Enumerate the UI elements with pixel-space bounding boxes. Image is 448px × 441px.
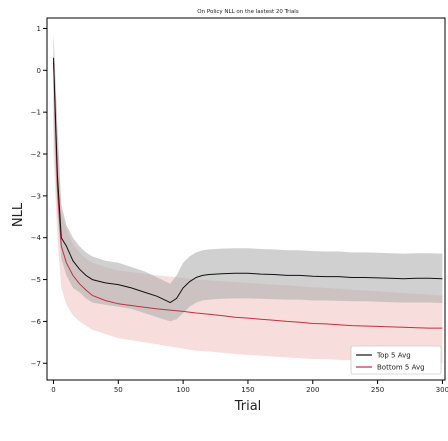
x-tick-label: 50 xyxy=(114,386,123,394)
legend-label-top-5-avg: Top 5 Avg xyxy=(376,352,411,360)
y-tick-label: −4 xyxy=(31,234,42,242)
top-5-avg-band xyxy=(53,32,443,322)
x-tick-label: 0 xyxy=(51,386,55,394)
chart-title: On Policy NLL on the lastest 20 Trials xyxy=(197,9,299,15)
x-tick-label: 150 xyxy=(241,386,254,394)
x-tick-label: 100 xyxy=(176,386,189,394)
top-5-avg-line xyxy=(53,57,443,304)
x-tick-label: 300 xyxy=(436,386,448,394)
y-tick-label: −7 xyxy=(31,360,41,368)
bottom-5-avg-line xyxy=(53,61,443,329)
y-tick-label: −5 xyxy=(31,276,41,284)
plot-area xyxy=(46,17,446,381)
legend: Top 5 Avg Bottom 5 Avg xyxy=(350,345,442,375)
x-axis-ticks: 0 50 100 150 200 250 300 xyxy=(51,380,448,394)
legend-label-bottom-5-avg: Bottom 5 Avg xyxy=(377,364,425,372)
y-tick-label: −6 xyxy=(31,318,42,326)
bottom-5-avg-band xyxy=(53,36,443,364)
series-lines xyxy=(53,57,443,329)
y-axis-title: NLL xyxy=(11,202,26,227)
y-axis-ticks: 1 0 −1 −2 −3 −4 −5 −6 −7 xyxy=(31,25,47,368)
y-tick-label: 1 xyxy=(37,25,41,33)
legend-box xyxy=(350,345,442,375)
x-axis-title: Trial xyxy=(234,399,262,414)
y-tick-label: −2 xyxy=(31,151,41,159)
y-tick-label: −1 xyxy=(31,109,41,117)
x-tick-label: 200 xyxy=(306,386,319,394)
confidence-bands xyxy=(53,32,443,364)
x-tick-label: 250 xyxy=(371,386,384,394)
y-tick-label: −3 xyxy=(31,192,41,200)
y-tick-label: 0 xyxy=(37,67,41,75)
